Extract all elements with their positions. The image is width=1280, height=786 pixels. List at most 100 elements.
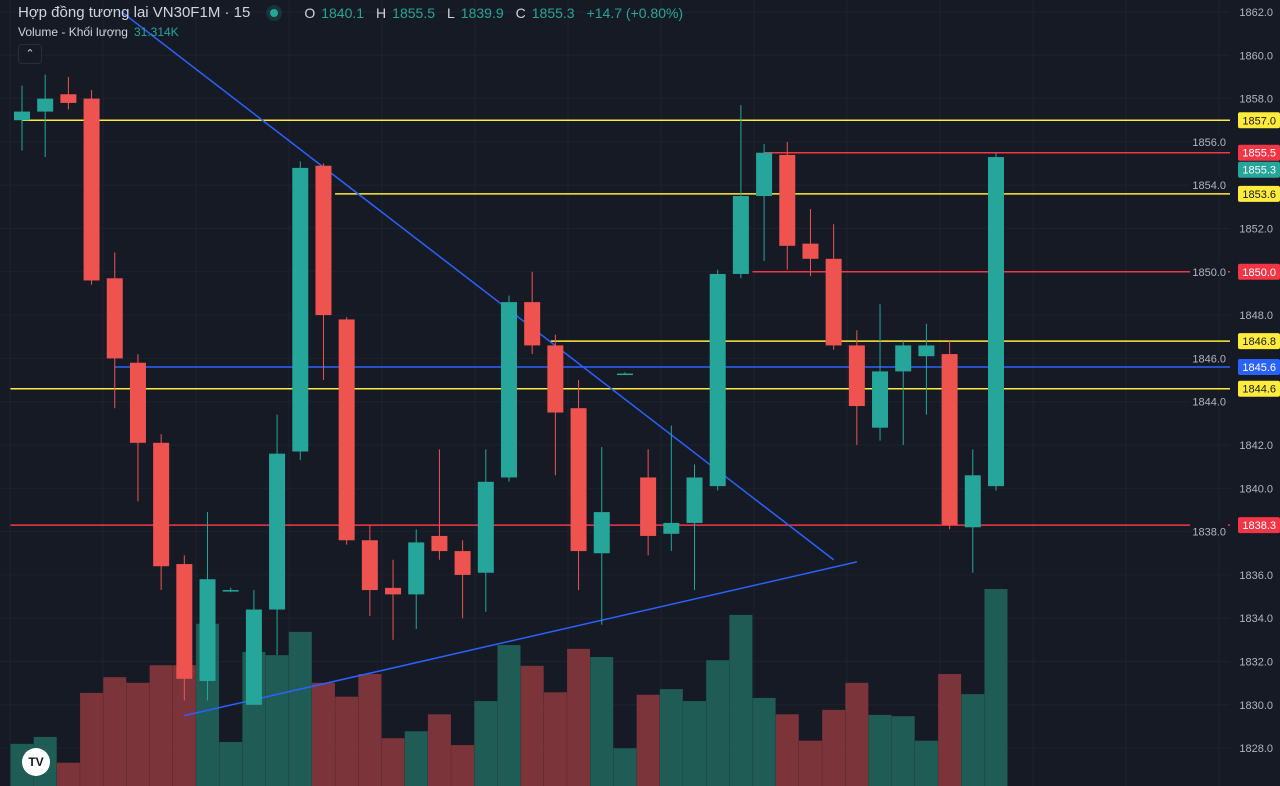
volume-bar — [683, 701, 707, 786]
candle-body — [918, 345, 935, 357]
candle-body — [825, 258, 842, 346]
volume-bar — [103, 677, 127, 786]
candle — [709, 269, 726, 491]
volume-legend: Volume - Khối lượng 31.314K — [18, 25, 179, 39]
candle — [199, 512, 216, 701]
candle — [663, 425, 680, 552]
candle — [756, 144, 773, 261]
volume-bar — [219, 741, 243, 786]
candle — [14, 85, 30, 151]
volume-bar — [868, 714, 892, 786]
last-price-bg — [1238, 161, 1280, 178]
volume-bar — [938, 674, 962, 786]
candle — [361, 525, 378, 617]
candle — [500, 295, 517, 482]
candle-body — [779, 154, 796, 246]
low-value: 1839.9 — [460, 4, 504, 21]
candle — [176, 555, 193, 701]
open-value: 1840.1 — [321, 4, 365, 21]
candle — [106, 252, 123, 409]
price-tick-label: 1860.0 — [1239, 50, 1273, 62]
volume-bar — [149, 665, 173, 786]
candle — [292, 161, 309, 461]
candle — [918, 323, 935, 415]
candle-body — [524, 302, 541, 346]
price-tick-label: 1858.0 — [1239, 94, 1273, 106]
volume-bar — [265, 655, 289, 786]
candle — [153, 434, 170, 591]
candle — [547, 334, 564, 476]
price-label-1838.3-bg — [1238, 517, 1280, 534]
price-tick-label: 1862.0 — [1239, 7, 1273, 19]
candle-body — [315, 165, 332, 316]
candle — [570, 380, 587, 591]
volume-bar — [427, 714, 451, 786]
candle-body — [199, 579, 216, 681]
candle — [431, 449, 448, 560]
volume-bar — [172, 665, 196, 786]
volume-bar — [335, 696, 359, 786]
candle-body — [547, 345, 564, 413]
candle — [60, 76, 77, 110]
candle-body — [872, 371, 889, 428]
volume-label[interactable]: Volume - Khối lượng — [18, 25, 128, 39]
candle — [732, 105, 749, 279]
candle — [848, 330, 865, 445]
price-label-1844.6: 1844.6 — [1242, 384, 1276, 396]
price-label-1850.0: 1850.0 — [1242, 267, 1276, 279]
candle-body — [616, 373, 633, 376]
price-label-1855.5-bg — [1238, 144, 1280, 161]
candle-body — [732, 196, 749, 274]
volume-value: 31.314K — [133, 25, 179, 39]
candle-body — [570, 408, 587, 552]
trend-line — [121, 11, 835, 561]
price-label-1855.5: 1855.5 — [1242, 148, 1276, 160]
price-label-1857.0: 1857.0 — [1242, 115, 1276, 127]
tradingview-logo[interactable]: TV — [22, 748, 50, 776]
volume-bar — [288, 631, 312, 786]
candle-body — [269, 453, 286, 610]
candle-body — [987, 157, 1004, 487]
candle — [269, 414, 286, 656]
candle-body — [802, 243, 819, 259]
volume-bar — [567, 648, 591, 786]
price-label-1845.6: 1845.6 — [1242, 362, 1276, 374]
candle-body — [338, 319, 355, 541]
price-tick-label: 1850.0 — [1192, 267, 1226, 279]
volume-bar — [752, 697, 776, 786]
candle — [524, 271, 541, 355]
price-tick-label-bg — [1190, 350, 1228, 365]
price-tick-label: 1852.0 — [1239, 224, 1273, 236]
price-tick-label: 1848.0 — [1239, 310, 1273, 322]
candle-body — [176, 564, 193, 679]
chevron-up-icon[interactable]: ⌃ — [18, 44, 42, 64]
candle — [616, 372, 633, 376]
symbol-title[interactable]: Hợp đồng tương lai VN30F1M · 15 — [18, 4, 251, 21]
price-label-1853.6: 1853.6 — [1242, 189, 1276, 201]
volume-bar — [775, 714, 799, 786]
price-tick-label: 1836.0 — [1239, 570, 1273, 582]
candle — [640, 449, 657, 556]
candle-body — [500, 302, 517, 478]
volume-bar — [56, 762, 80, 786]
candle — [408, 529, 425, 630]
volume-bar — [590, 657, 614, 786]
candle — [83, 89, 100, 285]
volume-bar — [358, 674, 382, 786]
candle-body — [640, 477, 657, 536]
candle-body — [292, 167, 309, 452]
candle — [802, 209, 819, 277]
candle-body — [106, 278, 123, 359]
candle — [825, 224, 842, 350]
price-tick-label: 1830.0 — [1239, 700, 1273, 712]
candle-body — [964, 475, 981, 528]
price-tick-label: 1854.0 — [1192, 180, 1226, 192]
price-tick-label: 1828.0 — [1239, 743, 1273, 755]
candle-body — [593, 512, 610, 554]
candle — [593, 447, 610, 625]
candle — [895, 341, 912, 445]
candle — [129, 354, 146, 502]
candle-body — [686, 477, 703, 523]
